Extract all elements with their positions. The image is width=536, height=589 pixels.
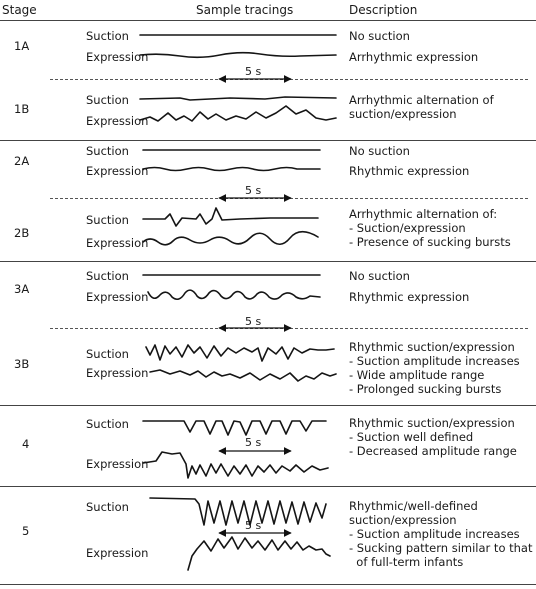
- description-line: Rhythmic expression: [349, 164, 470, 178]
- label-expression: Expression: [86, 164, 149, 178]
- stage-id-1a: 1A: [14, 39, 30, 53]
- description-line: - Wide amplitude range: [349, 368, 485, 382]
- header-stage: Stage: [2, 3, 37, 17]
- scale-label: 5 s: [245, 65, 262, 78]
- description-1b: Arrhythmic alternation of suction/expres…: [349, 93, 494, 121]
- tracing-5-suction: [149, 497, 327, 526]
- stage-id-3b: 3B: [14, 357, 30, 371]
- label-expression: Expression: [86, 236, 149, 250]
- label-suction: Suction: [86, 417, 129, 431]
- description-line: Rhythmic suction/expression: [349, 340, 515, 354]
- bottom-rule: [0, 584, 536, 585]
- tracing-1b-expression: [139, 105, 337, 122]
- header-description: Description: [349, 3, 418, 17]
- tracing-4-expression: [142, 451, 329, 479]
- stage-id-2b: 2B: [14, 226, 30, 240]
- label-suction: Suction: [86, 347, 129, 361]
- label-suction: Suction: [86, 500, 129, 514]
- description-line: - Suction amplitude increases: [349, 354, 520, 368]
- description-line: Arrhythmic expression: [349, 50, 479, 64]
- section-divider-4: [0, 405, 536, 406]
- label-expression: Expression: [86, 366, 149, 380]
- tracing-3b-expression: [149, 369, 337, 382]
- description-line: Rhythmic expression: [349, 290, 470, 304]
- label-expression: Expression: [86, 457, 149, 471]
- description-line: - Prolonged sucking bursts: [349, 382, 502, 396]
- label-expression: Expression: [86, 50, 149, 64]
- description-1a: No suction Arrhythmic expression: [349, 29, 478, 64]
- header-rule: [0, 20, 536, 21]
- description-2b: Arrhythmic alternation of: - Suction/exp…: [349, 207, 511, 249]
- description-line: - Presence of sucking bursts: [349, 235, 511, 249]
- description-5: Rhythmic/well-defined suction/expression…: [349, 499, 533, 569]
- stage-id-4: 4: [22, 437, 30, 451]
- description-line: - Suction/expression: [349, 221, 466, 235]
- label-suction: Suction: [86, 144, 129, 158]
- description-2a: No suction Rhythmic expression: [349, 144, 469, 178]
- tracing-3b-suction: [145, 344, 335, 362]
- scale-label: 5 s: [245, 184, 262, 197]
- description-line: No suction: [349, 144, 410, 158]
- label-expression: Expression: [86, 114, 149, 128]
- description-line: No suction: [349, 29, 410, 43]
- stage-id-5: 5: [22, 524, 30, 538]
- description-line: Rhythmic/well-defined: [349, 499, 478, 513]
- tracing-1b-suction: [139, 96, 337, 101]
- header-sample-tracings: Sample tracings: [196, 3, 294, 17]
- description-line: suction/expression: [349, 107, 457, 121]
- description-line: - Suction amplitude increases: [349, 527, 520, 541]
- description-3a: No suction Rhythmic expression: [349, 269, 469, 304]
- label-suction: Suction: [86, 213, 129, 227]
- scale-label: 5 s: [245, 436, 262, 449]
- tracing-2b-suction: [142, 207, 319, 227]
- label-suction: Suction: [86, 93, 129, 107]
- stage-id-2a: 2A: [14, 154, 30, 168]
- label-expression: Expression: [86, 290, 149, 304]
- stage-id-3a: 3A: [14, 282, 30, 296]
- tracing-2b-expression: [142, 230, 319, 246]
- section-divider-2: [0, 140, 536, 141]
- section-divider-3: [0, 261, 536, 262]
- tracing-5-expression: [187, 536, 331, 571]
- description-line: Arrhythmic alternation of:: [349, 207, 498, 221]
- description-line: No suction: [349, 269, 410, 283]
- tracing-3a-expression: [147, 289, 321, 301]
- description-line: - Decreased amplitude range: [349, 444, 517, 458]
- tracing-1a-expression: [139, 51, 337, 59]
- stage-id-1b: 1B: [14, 102, 30, 116]
- description-line: - Sucking pattern similar to that: [349, 541, 533, 555]
- label-suction: Suction: [86, 269, 129, 283]
- description-line: Arrhythmic alternation of: [349, 93, 494, 107]
- description-4: Rhythmic suction/expression - Suction we…: [349, 416, 517, 458]
- section-divider-5: [0, 486, 536, 487]
- description-3b: Rhythmic suction/expression - Suction am…: [349, 340, 520, 396]
- description-line: of full-term infants: [349, 555, 464, 569]
- tracing-2a-expression: [142, 166, 321, 172]
- description-line: Rhythmic suction/expression: [349, 416, 515, 430]
- label-suction: Suction: [86, 29, 129, 43]
- label-expression: Expression: [86, 546, 149, 560]
- tracing-4-suction: [142, 420, 327, 436]
- description-line: - Suction well defined: [349, 430, 474, 444]
- description-line: suction/expression: [349, 513, 457, 527]
